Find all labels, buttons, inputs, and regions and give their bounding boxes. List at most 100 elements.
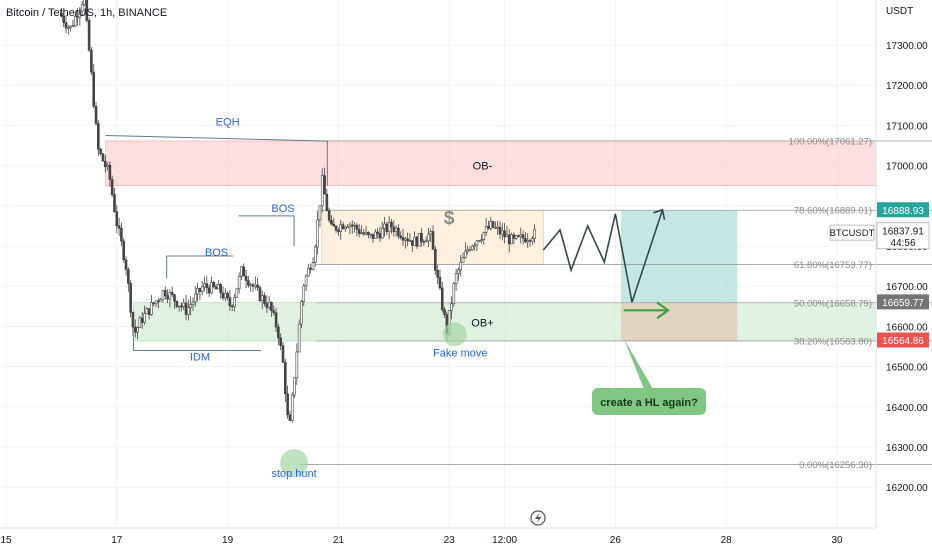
candle-body <box>240 266 243 277</box>
candle-body <box>293 377 296 396</box>
candle-body <box>101 153 105 162</box>
candle-body <box>168 292 172 300</box>
candle-body <box>256 284 259 288</box>
symbol-title: Bitcoin / TetherUS, 1h, BINANCE <box>6 7 167 19</box>
candle-body <box>459 261 463 271</box>
candle-body <box>122 240 126 261</box>
candle-body <box>131 311 135 328</box>
candle-body <box>157 300 160 303</box>
x-tick-label: 21 <box>333 535 345 546</box>
candle-body <box>200 286 204 292</box>
target-box[interactable] <box>620 210 738 303</box>
dollar-icon: $ <box>444 208 455 229</box>
candle-body <box>237 275 241 290</box>
candle-body <box>339 224 343 232</box>
price-tag <box>877 294 929 310</box>
callout-box[interactable] <box>592 388 706 415</box>
ob-plus-zone[interactable] <box>133 302 877 342</box>
fibonacci-layer: 100.00%(17061.27) 78.60%(16889.01) 61.80%(… <box>299 136 932 471</box>
candle-body <box>507 234 511 245</box>
candle-body <box>173 294 176 302</box>
candle-body <box>480 239 483 241</box>
candle-body <box>191 301 195 306</box>
stop-box[interactable] <box>620 302 738 341</box>
candle-body <box>452 283 456 304</box>
zones-layer <box>105 140 877 342</box>
candle-body <box>103 160 107 167</box>
candle-body <box>76 16 79 18</box>
candle-body <box>385 223 389 232</box>
candle-body <box>210 281 213 294</box>
price-tag-label: 16564.86 <box>882 336 924 347</box>
candle-body <box>420 232 423 242</box>
candles-layer <box>60 0 536 423</box>
candle-body <box>288 414 292 421</box>
candle-body <box>136 327 139 333</box>
candle-body <box>297 323 301 353</box>
candle-body <box>376 231 379 234</box>
candle-body <box>450 303 453 311</box>
candle-body <box>482 232 486 240</box>
candle-body <box>362 232 366 235</box>
candle-body <box>94 106 98 124</box>
candle-body <box>92 71 96 107</box>
candle-body <box>489 221 493 229</box>
time-axis[interactable]: 15 17 19 21 23 12:00 26 28 30 <box>0 535 843 546</box>
candle-body <box>140 317 144 323</box>
candle-body <box>154 300 158 305</box>
candle-body <box>242 266 246 277</box>
candle-body <box>233 296 236 308</box>
candle-body <box>223 293 227 299</box>
annotation-fake-move: Fake move <box>433 348 487 360</box>
candle-body <box>360 232 363 235</box>
x-tick-label: 17 <box>111 535 123 546</box>
candle-body <box>205 283 209 289</box>
projected-path[interactable] <box>542 209 664 303</box>
candle-body <box>348 224 352 228</box>
candle-body <box>71 25 75 27</box>
candle-body <box>67 27 70 29</box>
candle-body <box>404 238 407 241</box>
x-tick-label: 30 <box>831 535 843 546</box>
candle-body <box>464 250 467 258</box>
fib-level-label: 100.00%(17061.27) <box>789 136 872 147</box>
candle-body <box>440 287 444 311</box>
y-tick-label: 16300.00 <box>886 443 928 454</box>
candle-body <box>150 302 153 315</box>
x-tick-label: 19 <box>222 535 234 546</box>
candle-body <box>138 317 142 328</box>
candle-body <box>129 283 132 313</box>
candle-body <box>371 233 375 239</box>
candle-body <box>90 49 93 73</box>
price-tag-label: 16659.77 <box>882 298 924 309</box>
candle-body <box>249 284 252 287</box>
fib-level-label: 61.80%(16753.77) <box>794 260 872 271</box>
candle-body <box>431 231 435 250</box>
candle-body <box>272 310 276 314</box>
y-tick-label: 17200.00 <box>886 81 928 92</box>
candle-body <box>318 205 322 221</box>
eqh-line[interactable] <box>105 134 328 142</box>
candle-body <box>341 224 345 230</box>
candle-body <box>526 240 529 243</box>
price-axis[interactable]: 16200.00 16300.00 16400.00 16500.00 16600.00… <box>886 41 928 494</box>
candle-body <box>325 193 329 212</box>
candle-body <box>392 226 396 232</box>
replay-icon[interactable] <box>530 510 546 526</box>
candle-body <box>78 10 82 18</box>
candle-body <box>247 280 250 286</box>
candle-body <box>196 288 199 295</box>
symbol-tag <box>829 224 875 241</box>
candle-body <box>180 305 183 308</box>
candle-body <box>217 284 220 290</box>
candle-body <box>219 284 222 294</box>
candle-body <box>307 267 310 277</box>
candle-body <box>337 230 340 232</box>
candle-body <box>415 236 419 247</box>
candle-body <box>284 361 287 395</box>
candle-body <box>300 301 303 325</box>
candle-body <box>378 233 382 239</box>
price-tag <box>876 222 930 250</box>
candle-body <box>212 281 216 287</box>
